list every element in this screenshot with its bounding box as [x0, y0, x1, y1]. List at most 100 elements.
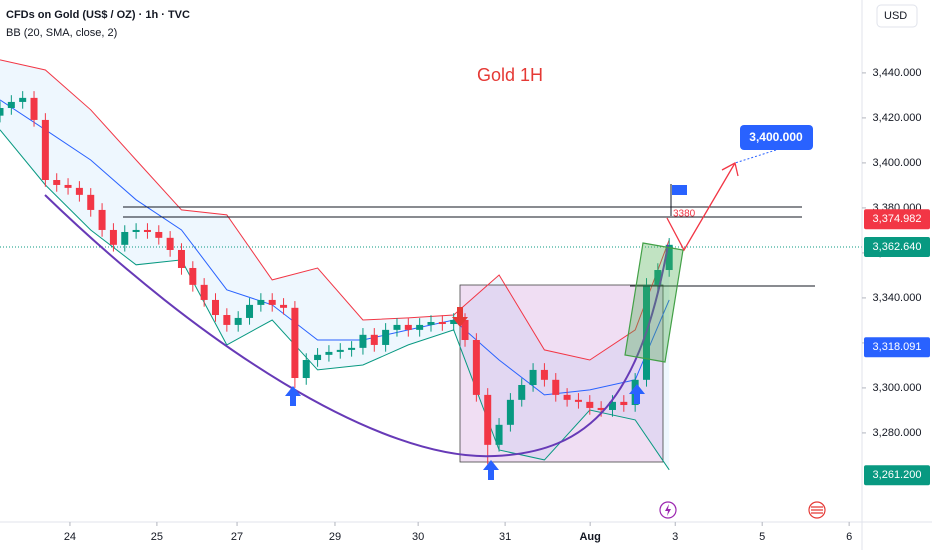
indicator-label: BB (20, SMA, close, 2)	[6, 27, 117, 39]
candle-body	[325, 351, 333, 355]
price-tag-label: 3,374.982	[873, 213, 922, 225]
candle-body	[246, 304, 254, 318]
y-tick-label: 3,340.000	[873, 292, 922, 304]
candle-body	[143, 229, 151, 232]
candle-body	[223, 315, 231, 325]
x-tick-label: 3	[672, 531, 678, 543]
band-upper	[0, 59, 670, 361]
projection-path	[666, 162, 736, 252]
candle-body	[654, 270, 662, 285]
candle-body	[495, 424, 503, 445]
candle-body	[64, 184, 72, 188]
candle-body	[416, 324, 424, 330]
trend-curve	[44, 194, 669, 458]
candle-body	[177, 249, 185, 268]
candle-body	[109, 229, 117, 245]
x-tick-label: 29	[329, 531, 341, 543]
candle-body	[472, 339, 480, 395]
candle-body	[280, 304, 288, 308]
candle-body	[0, 108, 4, 116]
candle-body	[53, 180, 61, 185]
candle-body	[234, 317, 242, 325]
x-tick-label: 30	[412, 531, 424, 543]
candle-body	[314, 354, 322, 361]
candle-body	[166, 237, 174, 250]
candle-body	[597, 407, 605, 410]
currency-label: USD	[884, 10, 907, 22]
candle-body	[200, 284, 208, 300]
level-label: 3380	[673, 209, 696, 220]
candle-body	[529, 369, 537, 385]
y-tick-label: 3,440.000	[873, 67, 922, 79]
price-tag-label: 3,318.091	[873, 341, 922, 353]
price-tag	[864, 236, 930, 257]
candle-body	[665, 244, 673, 271]
up-arrow	[629, 384, 645, 404]
channel-box	[624, 242, 684, 363]
candle-body	[30, 97, 38, 120]
price-tag-label: 3,261.200	[873, 469, 922, 481]
candle-body	[404, 324, 412, 330]
axis-layer: 3,280.0003,300.0003,320.0003,340.0003,36…	[64, 67, 930, 543]
x-tick-label: 31	[499, 531, 511, 543]
candle-body	[620, 401, 628, 406]
candle-body	[257, 299, 265, 305]
x-tick-label: 27	[231, 531, 243, 543]
up-arrow	[285, 386, 301, 406]
candle-body	[212, 299, 219, 316]
currency-button[interactable]	[876, 4, 918, 28]
target-callout	[740, 125, 813, 150]
x-tick-label: 25	[151, 531, 163, 543]
up-arrow	[483, 460, 499, 480]
price-tag	[864, 465, 930, 486]
candle-body	[586, 401, 594, 408]
candle-body	[484, 394, 492, 445]
y-tick-label: 3,420.000	[873, 112, 922, 124]
candle-body	[552, 379, 560, 395]
x-tick-label: 24	[64, 531, 76, 543]
candle-body	[450, 319, 458, 325]
candle-body	[427, 321, 435, 325]
band-fill-layer	[0, 59, 670, 470]
candle-body	[336, 349, 344, 352]
candle-body	[608, 401, 616, 410]
candle-body	[348, 347, 356, 350]
candle-body	[438, 321, 446, 325]
symbol-label: CFDs on Gold (US$ / OZ) · 1h · TVC	[6, 9, 190, 21]
target-label: 3,400.000	[749, 130, 803, 144]
candle-body	[19, 97, 27, 102]
x-tick-label: 6	[846, 531, 852, 543]
price-tag-label: 3,362.640	[873, 241, 922, 253]
candle-body	[563, 394, 571, 400]
y-tick-label: 3,400.000	[873, 157, 922, 169]
country-icon-stripes	[811, 506, 823, 514]
price-tag	[864, 209, 930, 230]
candle-body	[7, 101, 15, 109]
event-icon-bolt	[665, 504, 671, 516]
projection-arrowhead	[721, 162, 739, 177]
down-arrow	[452, 307, 468, 327]
candle-body	[382, 329, 390, 345]
y-tick-label: 3,300.000	[873, 382, 922, 394]
x-tick-label: 5	[759, 531, 765, 543]
candle-body	[41, 119, 49, 181]
candle-body	[98, 209, 106, 230]
price-tag	[864, 337, 930, 358]
candle-body	[132, 229, 140, 232]
x-tick-label: Aug	[579, 531, 600, 543]
candle-body	[75, 187, 83, 195]
candle-body	[268, 299, 276, 305]
candle-body	[359, 334, 367, 348]
candle-body	[393, 324, 401, 330]
chart-title: Gold 1H	[477, 65, 543, 85]
candle-body	[461, 319, 469, 340]
flag	[672, 185, 687, 195]
candle-body	[540, 369, 548, 380]
candle-body	[370, 334, 378, 345]
candle-body	[574, 399, 582, 402]
band-area	[0, 59, 670, 470]
candle-body	[87, 194, 95, 210]
candle-body	[518, 384, 526, 400]
candle-body	[506, 399, 514, 425]
